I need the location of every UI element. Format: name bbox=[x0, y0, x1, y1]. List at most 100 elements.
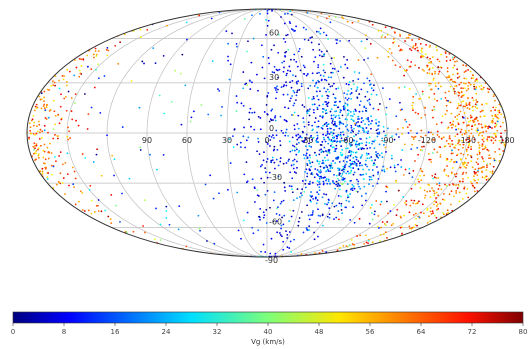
scatter-point bbox=[250, 125, 252, 128]
scatter-point bbox=[328, 83, 330, 86]
scatter-point bbox=[372, 185, 374, 187]
scatter-point bbox=[319, 27, 322, 30]
scatter-point bbox=[351, 160, 354, 163]
scatter-point bbox=[312, 136, 315, 139]
scatter-point bbox=[364, 123, 367, 126]
scatter-point bbox=[293, 171, 296, 173]
scatter-point bbox=[67, 138, 70, 141]
scatter-point bbox=[60, 118, 63, 121]
scatter-point bbox=[433, 105, 435, 108]
scatter-point bbox=[330, 164, 333, 167]
scatter-point bbox=[258, 215, 261, 218]
scatter-point bbox=[335, 114, 338, 117]
scatter-point bbox=[321, 159, 324, 162]
scatter-point bbox=[274, 119, 277, 122]
scatter-point bbox=[260, 44, 263, 47]
scatter-point bbox=[437, 66, 440, 68]
scatter-point bbox=[285, 128, 288, 131]
scatter-point bbox=[365, 141, 368, 144]
scatter-point bbox=[481, 156, 483, 158]
scatter-point bbox=[375, 93, 378, 96]
scatter-point bbox=[265, 104, 268, 106]
scatter-point bbox=[139, 28, 142, 31]
scatter-point bbox=[395, 115, 398, 118]
scatter-point bbox=[450, 203, 452, 206]
scatter-point bbox=[445, 159, 448, 162]
scatter-point bbox=[303, 105, 306, 108]
scatter-point bbox=[290, 215, 293, 218]
scatter-point bbox=[326, 168, 329, 171]
scatter-point bbox=[369, 83, 372, 86]
scatter-point bbox=[437, 188, 440, 190]
scatter-point bbox=[467, 162, 470, 164]
scatter-point bbox=[336, 39, 339, 41]
scatter-point bbox=[431, 174, 434, 177]
scatter-point bbox=[104, 209, 107, 212]
scatter-point bbox=[332, 137, 335, 140]
scatter-point bbox=[236, 143, 239, 146]
scatter-point bbox=[331, 122, 333, 124]
scatter-point bbox=[476, 107, 479, 110]
scatter-point bbox=[80, 65, 83, 67]
scatter-point bbox=[406, 59, 409, 62]
scatter-point bbox=[432, 189, 435, 192]
scatter-point bbox=[438, 184, 441, 187]
scatter-point bbox=[347, 129, 350, 132]
scatter-point bbox=[326, 50, 328, 52]
scatter-point bbox=[235, 110, 238, 113]
scatter-point bbox=[468, 137, 471, 140]
scatter-point bbox=[74, 93, 77, 96]
scatter-point bbox=[360, 138, 362, 140]
scatter-point bbox=[42, 105, 45, 108]
scatter-point bbox=[391, 135, 393, 138]
scatter-point bbox=[397, 163, 399, 166]
scatter-point bbox=[245, 161, 248, 164]
scatter-point bbox=[316, 180, 319, 182]
scatter-point bbox=[138, 106, 141, 109]
scatter-point bbox=[490, 109, 492, 112]
scatter-point bbox=[292, 114, 295, 117]
lat-tick-label: 60 bbox=[269, 28, 279, 37]
scatter-point bbox=[338, 167, 341, 170]
scatter-point bbox=[338, 174, 341, 176]
scatter-point bbox=[28, 137, 30, 140]
scatter-point bbox=[276, 231, 279, 234]
scatter-point bbox=[422, 55, 425, 58]
scatter-point bbox=[357, 160, 360, 163]
scatter-point bbox=[78, 69, 81, 72]
scatter-point bbox=[50, 84, 53, 87]
scatter-point bbox=[371, 218, 374, 221]
scatter-point bbox=[163, 112, 166, 115]
scatter-point bbox=[358, 124, 361, 127]
scatter-point bbox=[336, 137, 338, 140]
scatter-point bbox=[218, 89, 221, 92]
scatter-point bbox=[292, 199, 295, 202]
scatter-point bbox=[286, 246, 289, 249]
scatter-point bbox=[454, 125, 457, 128]
scatter-point bbox=[386, 237, 388, 239]
scatter-point bbox=[341, 183, 343, 185]
scatter-point bbox=[389, 210, 392, 213]
scatter-point bbox=[402, 126, 404, 129]
scatter-point bbox=[437, 73, 440, 75]
scatter-point bbox=[284, 106, 286, 109]
scatter-point bbox=[125, 231, 128, 234]
lon-tick-label: -60 bbox=[340, 136, 353, 145]
scatter-point bbox=[448, 183, 451, 186]
scatter-point bbox=[284, 55, 287, 58]
scatter-point bbox=[487, 149, 490, 152]
scatter-point bbox=[83, 93, 86, 95]
scatter-point bbox=[275, 97, 277, 100]
scatter-point bbox=[429, 190, 431, 193]
scatter-point bbox=[341, 169, 343, 172]
scatter-point bbox=[289, 58, 292, 61]
scatter-point bbox=[385, 190, 387, 193]
scatter-point bbox=[110, 222, 113, 225]
scatter-point bbox=[325, 193, 328, 196]
scatter-point bbox=[414, 135, 417, 138]
scatter-point bbox=[414, 42, 417, 45]
scatter-point bbox=[282, 70, 285, 73]
scatter-point bbox=[54, 75, 57, 78]
scatter-point bbox=[417, 178, 419, 181]
scatter-point bbox=[93, 86, 96, 89]
